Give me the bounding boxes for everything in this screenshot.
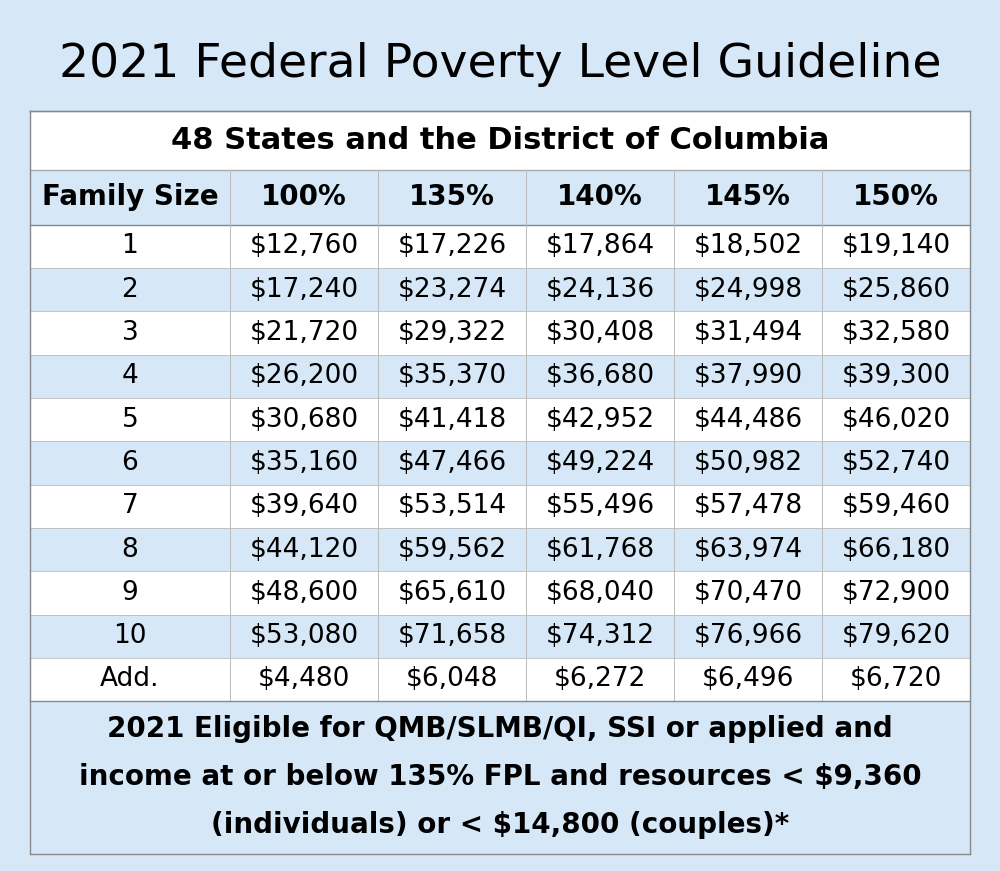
Text: 3: 3 xyxy=(122,320,138,346)
Bar xyxy=(30,615,970,658)
Text: $35,370: $35,370 xyxy=(397,363,506,389)
Text: $21,720: $21,720 xyxy=(249,320,358,346)
Bar xyxy=(30,268,970,311)
Text: $35,160: $35,160 xyxy=(249,450,358,476)
Text: 6: 6 xyxy=(122,450,138,476)
Text: 1: 1 xyxy=(122,233,138,260)
Text: $17,226: $17,226 xyxy=(397,233,506,260)
Text: $71,658: $71,658 xyxy=(397,623,506,649)
Bar xyxy=(30,658,970,701)
Text: $23,274: $23,274 xyxy=(397,277,506,303)
Bar xyxy=(30,170,970,225)
Text: $24,136: $24,136 xyxy=(545,277,654,303)
Text: Add.: Add. xyxy=(100,666,160,692)
Bar xyxy=(30,442,970,484)
Text: $41,418: $41,418 xyxy=(397,407,506,433)
Text: $53,514: $53,514 xyxy=(397,493,506,519)
Text: $17,864: $17,864 xyxy=(545,233,654,260)
Text: 2021 Eligible for QMB/SLMB/QI, SSI or applied and: 2021 Eligible for QMB/SLMB/QI, SSI or ap… xyxy=(107,715,893,744)
Text: $47,466: $47,466 xyxy=(397,450,506,476)
Text: $30,680: $30,680 xyxy=(249,407,358,433)
Bar xyxy=(30,111,970,170)
Text: $31,494: $31,494 xyxy=(693,320,803,346)
Bar xyxy=(30,398,970,442)
Text: $48,600: $48,600 xyxy=(249,580,358,606)
Text: $74,312: $74,312 xyxy=(545,623,654,649)
Text: 150%: 150% xyxy=(853,183,939,212)
Bar xyxy=(30,225,970,268)
Bar xyxy=(30,571,970,615)
Text: Family Size: Family Size xyxy=(42,183,218,212)
Text: $32,580: $32,580 xyxy=(841,320,951,346)
Text: $42,952: $42,952 xyxy=(545,407,654,433)
Text: $36,680: $36,680 xyxy=(545,363,654,389)
Text: $39,640: $39,640 xyxy=(249,493,358,519)
Text: 145%: 145% xyxy=(705,183,791,212)
Text: $30,408: $30,408 xyxy=(545,320,654,346)
Text: $72,900: $72,900 xyxy=(841,580,951,606)
Text: $4,480: $4,480 xyxy=(258,666,350,692)
Text: $53,080: $53,080 xyxy=(249,623,358,649)
Bar xyxy=(30,701,970,854)
Text: $6,496: $6,496 xyxy=(702,666,794,692)
Text: $19,140: $19,140 xyxy=(841,233,951,260)
Text: $66,180: $66,180 xyxy=(841,537,951,563)
Text: $37,990: $37,990 xyxy=(693,363,803,389)
Text: $6,272: $6,272 xyxy=(554,666,646,692)
Text: 7: 7 xyxy=(122,493,138,519)
Text: $29,322: $29,322 xyxy=(397,320,506,346)
Text: $59,562: $59,562 xyxy=(397,537,506,563)
Bar xyxy=(30,354,970,398)
Text: $44,120: $44,120 xyxy=(249,537,358,563)
Text: $59,460: $59,460 xyxy=(841,493,951,519)
Text: $61,768: $61,768 xyxy=(545,537,654,563)
Text: 4: 4 xyxy=(122,363,138,389)
Text: 48 States and the District of Columbia: 48 States and the District of Columbia xyxy=(171,126,829,155)
Text: (individuals) or < $14,800 (couples)*: (individuals) or < $14,800 (couples)* xyxy=(211,811,789,840)
Text: $65,610: $65,610 xyxy=(397,580,506,606)
Text: $70,470: $70,470 xyxy=(693,580,803,606)
Text: $63,974: $63,974 xyxy=(693,537,803,563)
Text: 2021 Federal Poverty Level Guideline: 2021 Federal Poverty Level Guideline xyxy=(59,42,941,87)
Text: $79,620: $79,620 xyxy=(841,623,951,649)
Text: $52,740: $52,740 xyxy=(841,450,951,476)
Text: $24,998: $24,998 xyxy=(693,277,803,303)
Text: 5: 5 xyxy=(122,407,138,433)
Text: 2: 2 xyxy=(122,277,138,303)
Text: $6,048: $6,048 xyxy=(406,666,498,692)
Bar xyxy=(30,484,970,528)
Text: 10: 10 xyxy=(113,623,147,649)
Text: 8: 8 xyxy=(122,537,138,563)
Text: $6,720: $6,720 xyxy=(850,666,942,692)
Text: 140%: 140% xyxy=(557,183,643,212)
Bar xyxy=(0,17,1000,111)
Text: $49,224: $49,224 xyxy=(545,450,654,476)
Bar xyxy=(30,528,970,571)
Text: 135%: 135% xyxy=(409,183,495,212)
Text: $55,496: $55,496 xyxy=(545,493,654,519)
Text: $12,760: $12,760 xyxy=(249,233,358,260)
Text: $57,478: $57,478 xyxy=(693,493,803,519)
Text: 100%: 100% xyxy=(261,183,347,212)
Bar xyxy=(30,311,970,354)
Text: $25,860: $25,860 xyxy=(841,277,951,303)
Text: $76,966: $76,966 xyxy=(693,623,803,649)
Text: $68,040: $68,040 xyxy=(545,580,654,606)
Text: $26,200: $26,200 xyxy=(249,363,358,389)
Text: 9: 9 xyxy=(122,580,138,606)
Text: $46,020: $46,020 xyxy=(841,407,951,433)
Text: $39,300: $39,300 xyxy=(841,363,951,389)
Text: $18,502: $18,502 xyxy=(693,233,803,260)
Text: $50,982: $50,982 xyxy=(693,450,803,476)
Text: $17,240: $17,240 xyxy=(249,277,358,303)
Text: income at or below 135% FPL and resources < $9,360: income at or below 135% FPL and resource… xyxy=(79,763,921,792)
Text: $44,486: $44,486 xyxy=(693,407,803,433)
